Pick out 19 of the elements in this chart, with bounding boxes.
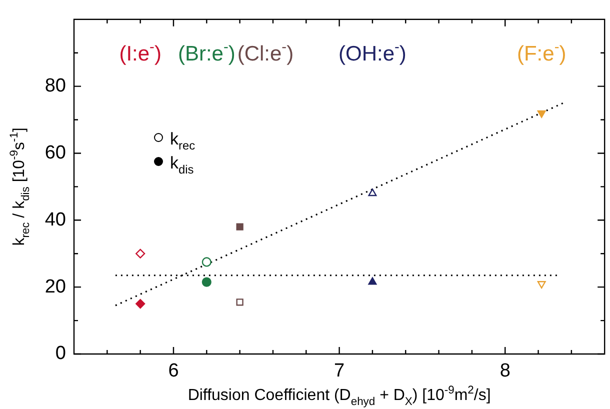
x-tick-label: 6 <box>168 360 179 382</box>
text: (OH:e-) <box>338 40 406 66</box>
x-tick-label: 8 <box>500 360 510 382</box>
x-tick-label: 7 <box>334 360 345 382</box>
point <box>136 299 146 309</box>
y-tick-label: 20 <box>44 276 66 298</box>
text: (I:e-) <box>119 40 162 66</box>
point <box>368 277 377 285</box>
y-tick-label: 60 <box>44 142 66 164</box>
text: (F:e-) <box>516 40 566 66</box>
y-tick-label: 40 <box>44 209 66 230</box>
point <box>236 223 244 230</box>
point <box>537 110 546 118</box>
text: krec / kdis [10-9s-1] <box>8 128 32 246</box>
y-tick-label: 0 <box>55 343 66 364</box>
point <box>202 277 212 287</box>
text: (Cl:e-) <box>237 40 294 66</box>
text: (Br:e-) <box>178 40 236 66</box>
y-tick-label: 80 <box>44 76 66 97</box>
